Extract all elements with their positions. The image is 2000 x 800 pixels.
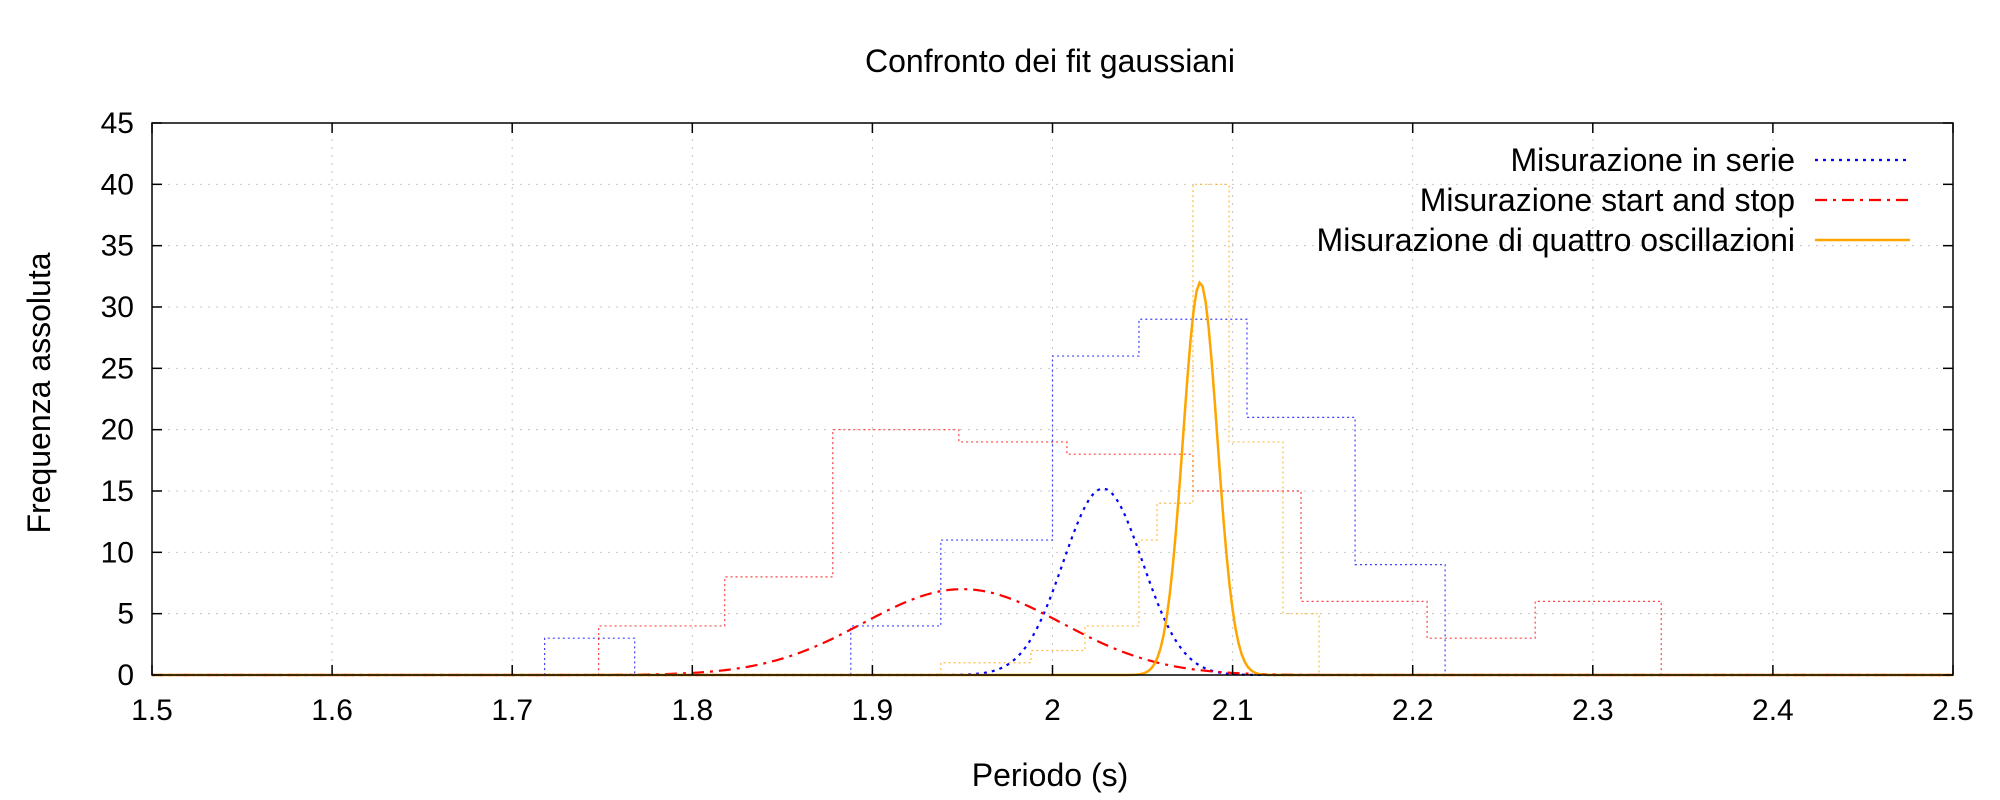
axis-ticks: 1.5 1.6 1.7 1.8 1.9 2 2.1 2.2 2.3 2.4 2.5 0 5 10 15 20 2…: [101, 107, 1974, 727]
histograms: [544, 183, 1662, 676]
y-tick-label: 35: [101, 230, 134, 263]
histogram-2: [598, 429, 1662, 675]
y-tick-label: 0: [117, 659, 134, 692]
y-axis-title: Frequenza assoluta: [21, 252, 57, 533]
x-tick-label: 1.8: [671, 694, 713, 727]
y-tick-label: 5: [117, 598, 134, 631]
x-tick-label: 2.3: [1572, 694, 1614, 727]
y-tick-label: 30: [101, 291, 134, 324]
x-tick-label: 2.1: [1212, 694, 1254, 727]
x-axis-title: Periodo (s): [972, 757, 1129, 793]
x-tick-label: 1.5: [131, 694, 173, 727]
legend-label-3: Misurazione di quattro oscillazioni: [1317, 222, 1795, 258]
x-tick-label: 2.5: [1932, 694, 1974, 727]
y-tick-label: 40: [101, 168, 134, 201]
x-tick-label: 2.2: [1392, 694, 1434, 727]
chart-title: Confronto dei fit gaussiani: [865, 43, 1235, 79]
y-tick-label: 10: [101, 536, 134, 569]
y-tick-label: 20: [101, 414, 134, 447]
legend-label-2: Misurazione start and stop: [1420, 182, 1795, 218]
y-tick-label: 45: [101, 107, 134, 140]
x-tick-label: 1.6: [311, 694, 353, 727]
x-tick-label: 1.9: [852, 694, 894, 727]
x-tick-label: 1.7: [491, 694, 533, 727]
x-tick-label: 2: [1044, 694, 1061, 727]
y-tick-label: 15: [101, 475, 134, 508]
y-tick-label: 25: [101, 352, 134, 385]
legend-label-1: Misurazione in serie: [1510, 142, 1795, 178]
legend: Misurazione in serie Misurazione start an…: [1317, 142, 1910, 258]
x-tick-label: 2.4: [1752, 694, 1794, 727]
